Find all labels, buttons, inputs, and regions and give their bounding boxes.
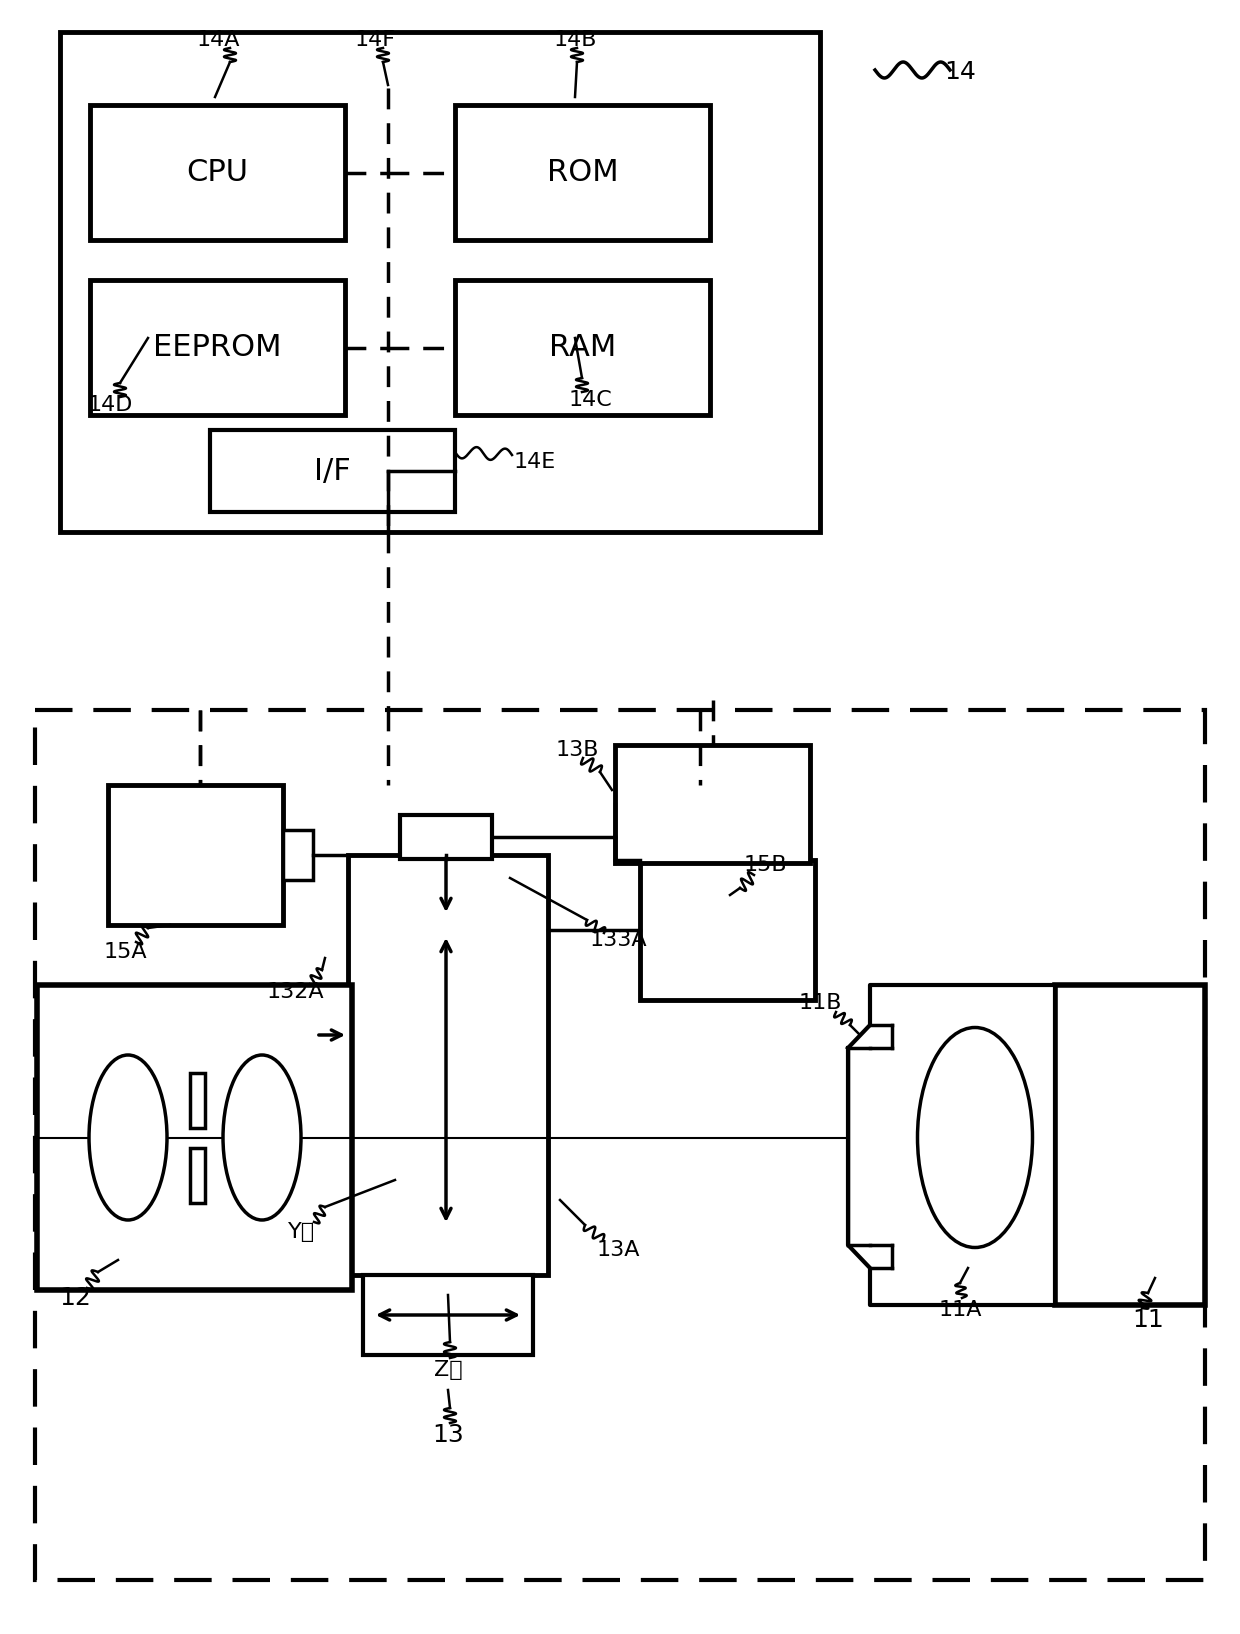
Bar bbox=[401, 815, 492, 859]
Bar bbox=[455, 105, 711, 240]
Text: 15B: 15B bbox=[743, 855, 787, 874]
Bar bbox=[1055, 985, 1205, 1306]
Text: 11A: 11A bbox=[939, 1301, 982, 1320]
Text: 14: 14 bbox=[944, 60, 976, 83]
Polygon shape bbox=[848, 985, 1055, 1306]
Bar bbox=[91, 279, 345, 415]
Text: 11: 11 bbox=[1132, 1307, 1164, 1332]
Text: 13: 13 bbox=[432, 1423, 464, 1448]
Text: 14E: 14E bbox=[513, 453, 556, 472]
Bar bbox=[348, 855, 548, 1275]
Text: 14A: 14A bbox=[196, 29, 239, 51]
Text: 13A: 13A bbox=[596, 1240, 640, 1260]
Bar bbox=[615, 745, 810, 863]
Text: ROM: ROM bbox=[547, 158, 619, 186]
Bar bbox=[283, 830, 312, 881]
Text: 14C: 14C bbox=[568, 391, 611, 410]
Text: EEPROM: EEPROM bbox=[154, 333, 281, 363]
Ellipse shape bbox=[89, 1056, 167, 1221]
Bar bbox=[190, 1072, 205, 1127]
Text: 15A: 15A bbox=[103, 941, 146, 962]
Text: 132A: 132A bbox=[267, 982, 324, 1002]
Ellipse shape bbox=[918, 1028, 1033, 1247]
Bar bbox=[190, 1147, 205, 1203]
Bar bbox=[363, 1275, 533, 1355]
Bar bbox=[455, 279, 711, 415]
Text: 14B: 14B bbox=[553, 29, 596, 51]
Text: 14F: 14F bbox=[355, 29, 396, 51]
Bar bbox=[37, 985, 352, 1289]
Text: 14D: 14D bbox=[87, 395, 133, 415]
Bar bbox=[640, 859, 815, 1000]
Text: Y軸: Y軸 bbox=[289, 1222, 315, 1242]
Text: Z軸: Z軸 bbox=[434, 1359, 463, 1381]
Text: I/F: I/F bbox=[314, 456, 351, 485]
Text: CPU: CPU bbox=[186, 158, 248, 186]
Ellipse shape bbox=[223, 1056, 301, 1221]
Bar bbox=[35, 711, 1205, 1580]
Bar bbox=[108, 784, 283, 925]
Text: RAM: RAM bbox=[549, 333, 616, 363]
Text: 12: 12 bbox=[60, 1286, 91, 1310]
Bar bbox=[91, 105, 345, 240]
Text: 11B: 11B bbox=[799, 993, 842, 1013]
Bar bbox=[60, 33, 820, 533]
Bar bbox=[210, 430, 455, 511]
Text: 133A: 133A bbox=[589, 930, 647, 949]
Text: 13B: 13B bbox=[556, 740, 599, 760]
